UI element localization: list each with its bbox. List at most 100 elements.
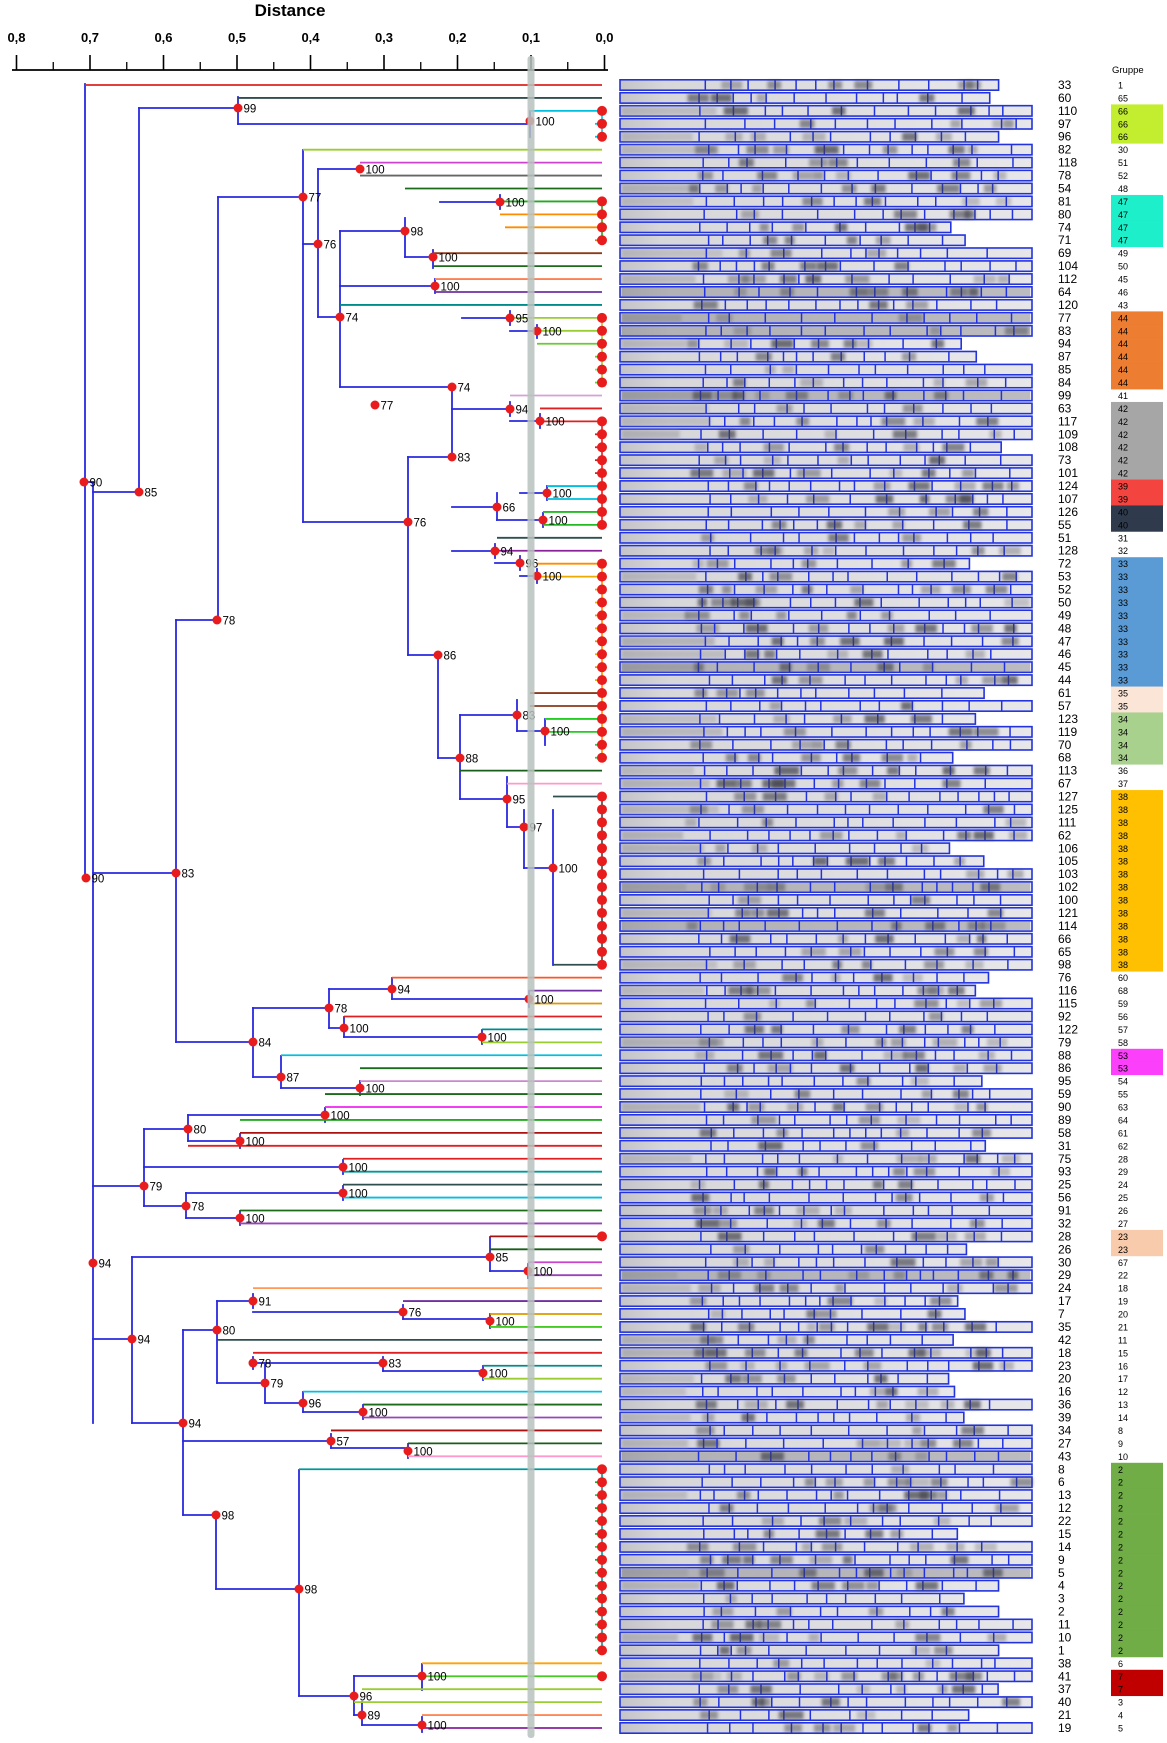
gel-band (687, 339, 699, 348)
gel-band (842, 753, 861, 762)
group-number: 65 (1118, 93, 1128, 103)
gel-lane-frame (619, 208, 1033, 221)
group-number: 33 (1118, 624, 1128, 634)
gel-smear (622, 805, 719, 814)
gel-band (695, 1051, 715, 1060)
sample-id: 124 (1058, 479, 1078, 493)
gel-band (864, 714, 885, 724)
gel-smear (622, 313, 1030, 323)
gel-band (882, 145, 898, 154)
gel-band (937, 1490, 948, 1500)
gel-smear (622, 1271, 1030, 1280)
gel-lane-9 (619, 1553, 1033, 1566)
group-swatch (1111, 479, 1163, 493)
gel-lane-64 (619, 285, 1033, 298)
bootstrap-node-dot (212, 1325, 222, 1335)
gel-smear (622, 339, 687, 348)
gel-lane-frame (619, 699, 1033, 712)
gel-band (1002, 1697, 1021, 1707)
gel-band (766, 908, 789, 918)
sample-id: 100 (1058, 893, 1078, 907)
gel-lane-frame (619, 712, 977, 725)
gel-lane-frame (619, 247, 1033, 260)
gel-lane-4 (619, 1579, 1000, 1592)
gel-band (927, 1309, 942, 1319)
gel-smear (622, 1633, 678, 1642)
gel-lane-frame (619, 945, 1033, 958)
gel-band (722, 468, 747, 478)
sample-id: 69 (1058, 246, 1072, 260)
sample-id: 8 (1058, 1462, 1065, 1476)
gel-band (780, 287, 794, 297)
group-number: 42 (1118, 417, 1128, 427)
gel-smear (622, 637, 715, 646)
group-number: 45 (1118, 275, 1128, 285)
gruppe-column-header: Gruppe (1112, 65, 1144, 76)
gel-band (758, 1051, 784, 1060)
axis-ticks: 0,8 0,7 0,6 0,5 0,4 0,3 0,2 0,1 0,0 (7, 30, 614, 71)
gel-lane-97 (619, 117, 1033, 130)
gel-band (733, 1258, 749, 1267)
sample-id: 112 (1058, 272, 1077, 286)
gel-band (961, 1025, 974, 1034)
sample-id: 89 (1058, 1113, 1072, 1127)
group-swatch (1111, 919, 1163, 933)
group-number: 37 (1118, 779, 1128, 789)
gel-band (946, 1542, 965, 1552)
gel-band (762, 1516, 784, 1526)
bootstrap-value: 100 (534, 1267, 553, 1279)
gel-lane-39 (619, 1411, 965, 1424)
identical-pattern-diamond (597, 222, 607, 233)
gel-band (821, 1697, 840, 1707)
gel-lane-15 (619, 1527, 959, 1540)
gel-band (971, 624, 993, 633)
bootstrap-node-dot (538, 515, 548, 525)
group-swatch (1111, 686, 1163, 700)
gel-smear (622, 287, 1030, 297)
gel-band (917, 223, 937, 232)
gel-band (960, 1258, 983, 1267)
bootstrap-node-dot (428, 252, 438, 262)
gel-band (902, 973, 923, 982)
axis-tick-label: 0,0 (595, 30, 613, 45)
gel-band (837, 455, 850, 465)
gel-band (955, 675, 968, 685)
sample-id: 5 (1058, 1566, 1065, 1580)
gel-band (877, 1219, 891, 1228)
gel-lane-115 (619, 997, 1033, 1010)
gel-band (762, 818, 773, 827)
gel-band (973, 507, 989, 517)
gel-band (816, 261, 839, 271)
gel-band (748, 494, 768, 504)
sample-id: 13 (1058, 1488, 1072, 1502)
gel-band (866, 1581, 879, 1590)
sample-id: 111 (1058, 815, 1077, 829)
bootstrap-node-dot (298, 1398, 308, 1408)
gel-band (925, 1659, 941, 1668)
bootstrap-node-dot (417, 1671, 427, 1681)
bootstrap-node-dot (403, 517, 413, 527)
sample-id: 71 (1058, 233, 1072, 247)
bootstrap-nodes: 99 100 100 77 100 98 76 100 100 74 95 100 74 77 94 100 8… (79, 103, 578, 1733)
gel-lane-frame (619, 674, 1033, 687)
gel-lane-frame (619, 1424, 1033, 1437)
gel-band (981, 921, 1006, 931)
gel-lane-27 (619, 1437, 1033, 1450)
gel-band (760, 1697, 771, 1707)
sample-id: 61 (1058, 686, 1072, 700)
gel-band (872, 792, 887, 801)
group-swatch (1111, 505, 1163, 519)
group-number: 40 (1118, 520, 1128, 530)
gel-band (693, 1206, 712, 1215)
bootstrap-node-dot (519, 822, 529, 832)
gel-lane-47 (619, 635, 1033, 648)
bootstrap-value: 78 (259, 1359, 272, 1371)
bootstrap-node-dot (178, 1418, 188, 1428)
sample-id: 127 (1058, 790, 1078, 804)
group-number: 32 (1118, 546, 1128, 556)
gel-lane-56 (619, 1191, 1033, 1204)
gel-band (725, 132, 743, 141)
gel-band (924, 960, 945, 969)
sample-id: 78 (1058, 169, 1072, 183)
gel-band (791, 740, 812, 749)
